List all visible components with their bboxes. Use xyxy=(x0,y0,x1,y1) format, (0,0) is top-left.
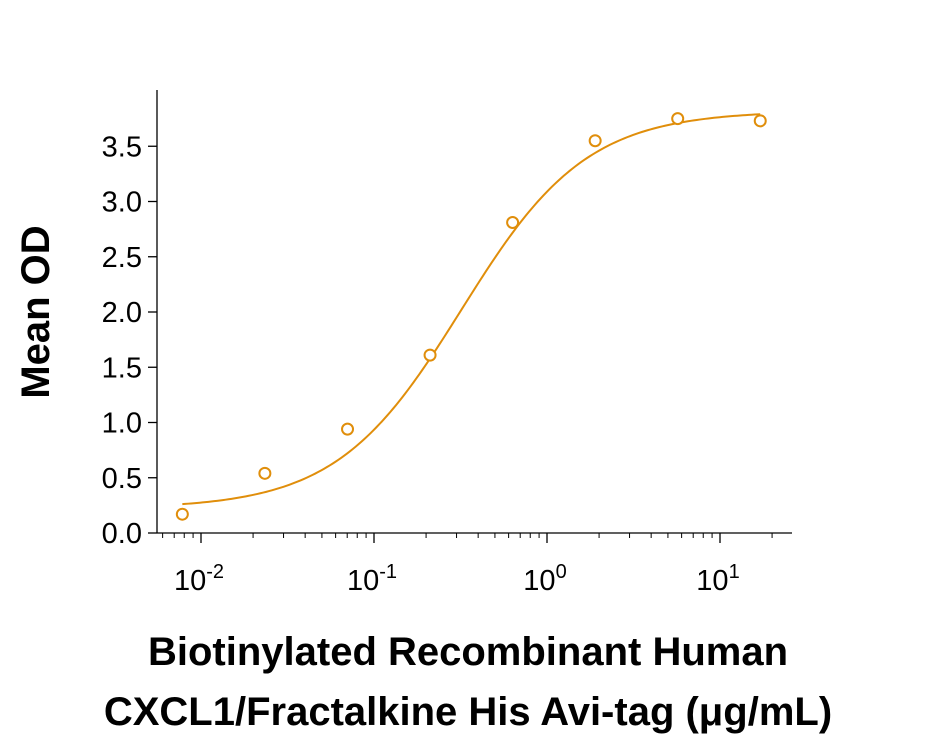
y-axis-title: Mean OD xyxy=(14,225,58,398)
data-point xyxy=(423,348,437,362)
y-tick-label: 0.0 xyxy=(102,518,142,550)
y-tick-label: 3.0 xyxy=(102,187,142,219)
data-point xyxy=(753,114,767,128)
y-tick-label: 1.5 xyxy=(102,352,142,384)
data-point xyxy=(175,507,189,521)
x-axis-title-line-1: Biotinylated Recombinant Human xyxy=(148,630,788,674)
data-point xyxy=(341,422,355,436)
x-tick-label: 10-2 xyxy=(174,561,224,597)
x-tick-label: 100 xyxy=(523,561,566,597)
x-axis-title-line-2: CXCL1/Fractalkine His Avi-tag (μg/mL) xyxy=(104,690,832,734)
y-tick-label: 1.0 xyxy=(102,408,142,440)
data-point xyxy=(506,215,520,229)
y-tick-label: 0.5 xyxy=(102,463,142,495)
data-point xyxy=(588,134,602,148)
x-axis: 10-2 10-1 100 101 xyxy=(157,532,792,597)
x-tick-label: 10-1 xyxy=(347,561,397,597)
y-axis: 0.0 0.5 1.0 1.5 2.0 2.5 3.0 3.5 xyxy=(102,90,158,550)
data-point xyxy=(671,112,685,126)
y-tick-label: 2.0 xyxy=(102,297,142,329)
y-tick-label: 2.5 xyxy=(102,242,142,274)
fit-curve xyxy=(182,113,761,506)
y-tick-label: 3.5 xyxy=(102,131,142,163)
data-points-layer xyxy=(175,112,767,521)
fit-curve-layer xyxy=(182,113,761,506)
x-tick-label: 101 xyxy=(696,561,739,597)
data-point xyxy=(258,466,272,480)
